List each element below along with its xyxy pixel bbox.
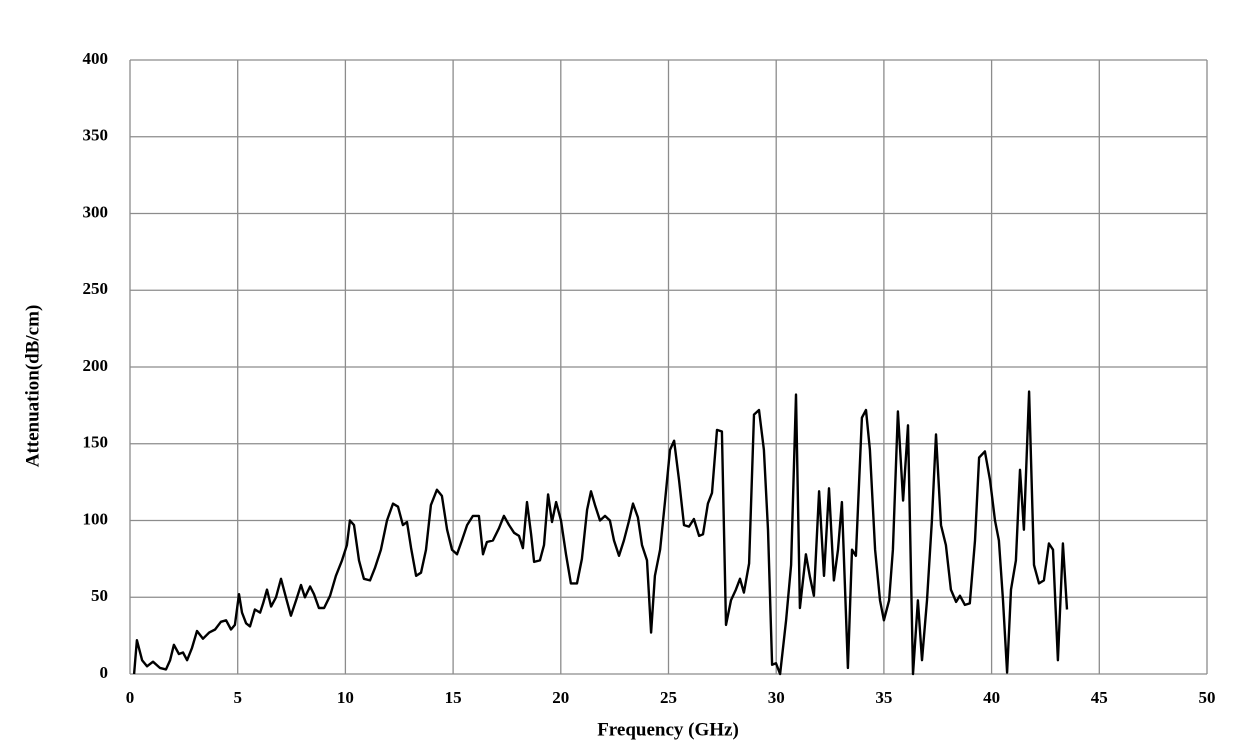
y-tick-label: 300: [83, 202, 109, 221]
y-tick-label: 350: [83, 126, 109, 145]
x-tick-label: 0: [126, 688, 135, 707]
x-axis-title: Frequency (GHz): [597, 719, 739, 740]
data-line: [132, 390, 1069, 676]
x-tick-label: 20: [552, 688, 569, 707]
x-tick-label: 50: [1199, 688, 1216, 707]
y-axis-title: Attenuation(dB/cm): [22, 305, 43, 468]
y-tick-label: 0: [100, 663, 109, 682]
x-tick-label: 40: [983, 688, 1000, 707]
x-tick-label: 25: [660, 688, 677, 707]
y-tick-label: 100: [83, 509, 109, 528]
x-tick-label: 15: [445, 688, 462, 707]
x-tick-label: 10: [337, 688, 354, 707]
y-tick-label: 50: [91, 586, 108, 605]
y-tick-label: 250: [83, 279, 109, 298]
y-tick-label: 150: [83, 433, 109, 452]
x-tick-label: 30: [768, 688, 785, 707]
y-tick-label: 400: [83, 49, 109, 68]
y-tick-label: 200: [83, 356, 109, 375]
x-tick-label: 35: [875, 688, 892, 707]
x-tick-label: 45: [1091, 688, 1108, 707]
x-tick-label: 5: [233, 688, 242, 707]
